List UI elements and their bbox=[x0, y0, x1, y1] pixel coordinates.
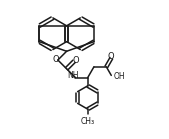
Text: O: O bbox=[108, 52, 115, 61]
Text: NH: NH bbox=[67, 71, 79, 80]
Text: O: O bbox=[52, 55, 59, 64]
Text: OH: OH bbox=[114, 72, 125, 81]
Text: O: O bbox=[73, 56, 80, 65]
Text: CH₃: CH₃ bbox=[81, 117, 95, 126]
